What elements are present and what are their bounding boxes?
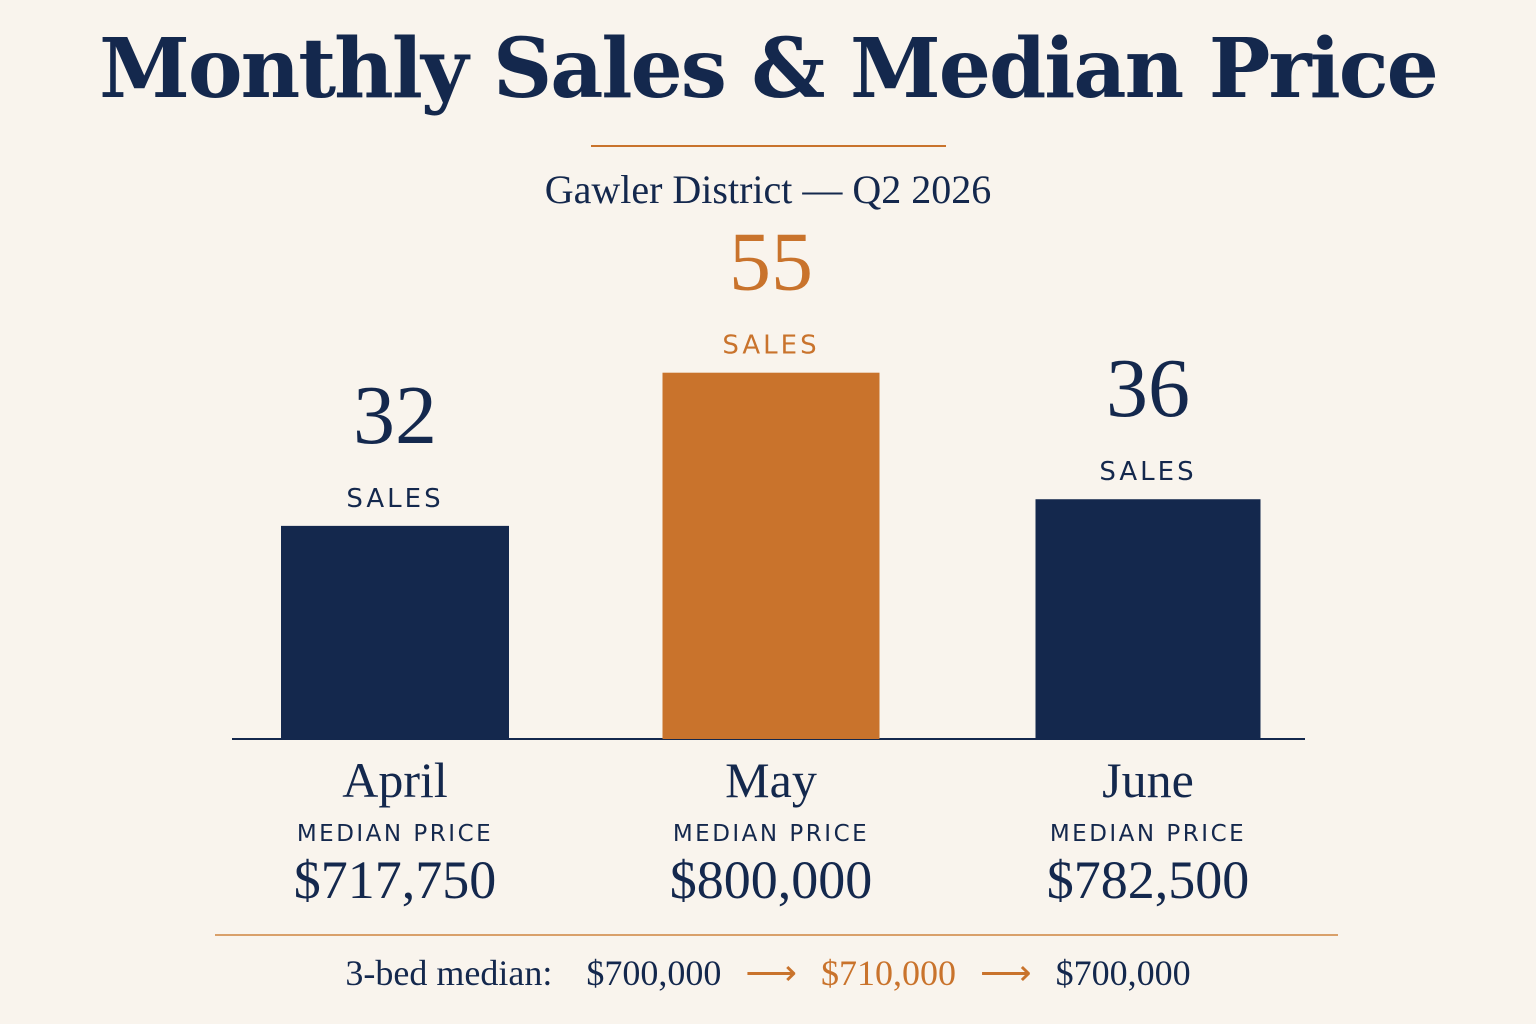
- median-price-value-may: $800,000: [670, 850, 873, 910]
- three-bed-median-label: 3-bed median:: [345, 953, 553, 993]
- category-label-april: April: [342, 752, 448, 808]
- category-label-may: May: [725, 752, 817, 808]
- bar-june: [1035, 499, 1261, 739]
- category-label-june: June: [1102, 752, 1194, 808]
- median-price-label-may: MEDIAN PRICE: [673, 821, 869, 847]
- sales-unit-label-june: SALES: [1099, 457, 1196, 487]
- footer-divider: [215, 934, 1338, 936]
- median-price-value-june: $782,500: [1047, 850, 1250, 910]
- value-label-june: 36: [1106, 342, 1190, 435]
- three-bed-median-may: $710,000: [820, 953, 956, 993]
- three-bed-median-april: $700,000: [586, 953, 722, 993]
- value-label-april: 32: [353, 369, 437, 462]
- value-label-may: 55: [729, 216, 813, 309]
- chart-subtitle: Gawler District — Q2 2026: [544, 167, 992, 212]
- median-price-value-april: $717,750: [294, 850, 497, 910]
- arrow-icon: ⟶: [979, 953, 1032, 993]
- sales-unit-label-may: SALES: [722, 331, 819, 361]
- median-price-label-june: MEDIAN PRICE: [1050, 821, 1246, 847]
- sales-unit-label-april: SALES: [346, 484, 443, 514]
- title-divider: [591, 145, 946, 147]
- arrow-icon: ⟶: [745, 953, 797, 993]
- bar-april: [281, 525, 509, 739]
- three-bed-median-row: 3-bed median: $700,000 ⟶ $710,000 ⟶ $700,000: [0, 948, 1536, 998]
- bar-may: [662, 372, 880, 739]
- chart-title: Monthly Sales & Median Price: [99, 21, 1439, 117]
- median-price-label-april: MEDIAN PRICE: [297, 821, 493, 847]
- three-bed-median-june: $700,000: [1055, 953, 1191, 993]
